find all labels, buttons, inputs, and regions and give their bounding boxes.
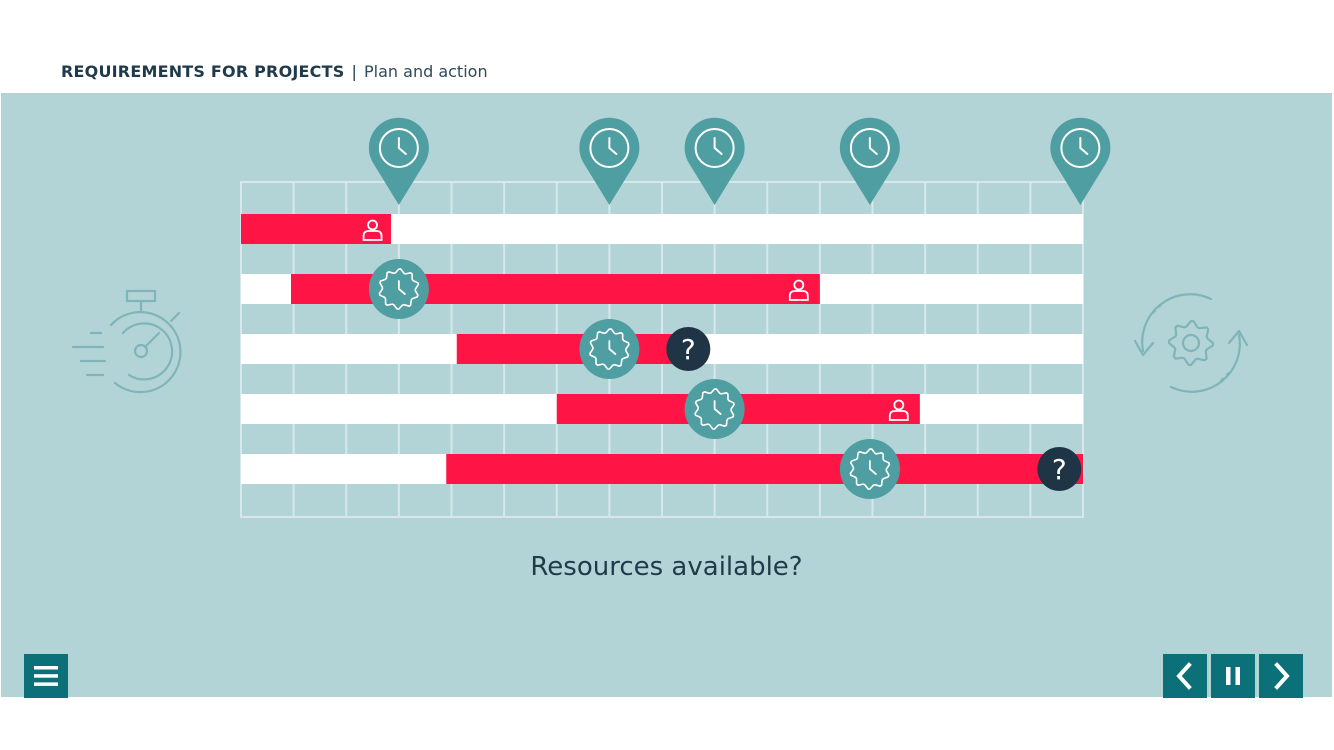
svg-text:?: ? xyxy=(1052,453,1067,486)
user-icon xyxy=(788,279,809,301)
pause-button[interactable] xyxy=(1211,654,1255,698)
chevron-right-icon xyxy=(1274,662,1290,690)
previous-button[interactable] xyxy=(1163,654,1207,698)
clock-pin-icon xyxy=(684,117,745,205)
clock-pin-icon xyxy=(368,117,429,205)
clock-pin-icon xyxy=(1050,117,1111,205)
slide-stage: ?? Resources available? xyxy=(1,93,1332,698)
menu-button[interactable] xyxy=(24,654,68,698)
gear-clock-icon xyxy=(839,439,900,499)
gear-clock-icon xyxy=(368,259,429,319)
title-separator: | xyxy=(351,62,357,81)
task-bar xyxy=(456,334,678,364)
question-icon: ? xyxy=(666,327,711,371)
page-header: REQUIREMENTS FOR PROJECTS | Plan and act… xyxy=(61,62,488,81)
menu-icon xyxy=(34,666,58,686)
page-subtitle: Plan and action xyxy=(364,62,488,81)
stopwatch-icon xyxy=(71,289,182,394)
gantt-illustration: ?? xyxy=(71,117,1249,518)
gear-clock-icon xyxy=(579,319,640,379)
task-bar xyxy=(446,454,1083,484)
svg-text:?: ? xyxy=(681,333,696,366)
clock-pin-icon xyxy=(579,117,640,205)
gear-clock-icon xyxy=(684,379,745,439)
question-icon: ? xyxy=(1037,447,1082,491)
clock-pin-icon xyxy=(839,117,900,205)
cycle-gear-icon xyxy=(1133,293,1249,393)
page-title: REQUIREMENTS FOR PROJECTS xyxy=(61,62,345,81)
chevron-left-icon xyxy=(1176,662,1192,690)
pause-icon xyxy=(1226,667,1240,685)
task-bar xyxy=(241,214,391,244)
user-icon xyxy=(888,399,909,421)
user-icon xyxy=(362,219,383,241)
next-button[interactable] xyxy=(1259,654,1303,698)
resources-question: Resources available? xyxy=(530,552,803,582)
